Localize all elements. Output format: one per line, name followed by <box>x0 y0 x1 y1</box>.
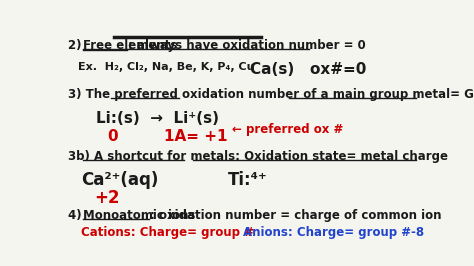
Text: Li:(s)  →  Li⁺(s): Li:(s) → Li⁺(s) <box>96 111 219 126</box>
Text: +2: +2 <box>94 189 119 207</box>
Text: 4): 4) <box>68 209 86 222</box>
Text: Ca²⁺(aq): Ca²⁺(aq) <box>82 171 159 189</box>
Text: : oxidation number = charge of common ion: : oxidation number = charge of common io… <box>150 209 442 222</box>
Text: Ex.  H₂, Cl₂, Na, Be, K, P₄, Cu: Ex. H₂, Cl₂, Na, Be, K, P₄, Cu <box>78 62 254 72</box>
Text: 3b) A shortcut for metals: Oxidation state= metal charge: 3b) A shortcut for metals: Oxidation sta… <box>68 150 448 163</box>
Text: Anions: Charge= group #-8: Anions: Charge= group #-8 <box>243 226 424 239</box>
Text: ← preferred ox #: ← preferred ox # <box>232 123 343 136</box>
Text: 1A= +1: 1A= +1 <box>164 129 228 144</box>
Text: : always have oxidation number = 0: : always have oxidation number = 0 <box>128 39 366 52</box>
Text: Ca(s)   ox#=0: Ca(s) ox#=0 <box>250 62 367 77</box>
Text: Cations: Charge= group #: Cations: Charge= group # <box>82 226 254 239</box>
Text: 3) The preferred oxidation number of a main group metal= Group #: 3) The preferred oxidation number of a m… <box>68 88 474 101</box>
Text: 2): 2) <box>68 39 86 52</box>
Text: Monoatomic ions: Monoatomic ions <box>83 209 195 222</box>
Text: Ti:⁴⁺: Ti:⁴⁺ <box>228 171 268 189</box>
Text: 0: 0 <box>107 129 118 144</box>
Text: Free elements: Free elements <box>83 39 177 52</box>
